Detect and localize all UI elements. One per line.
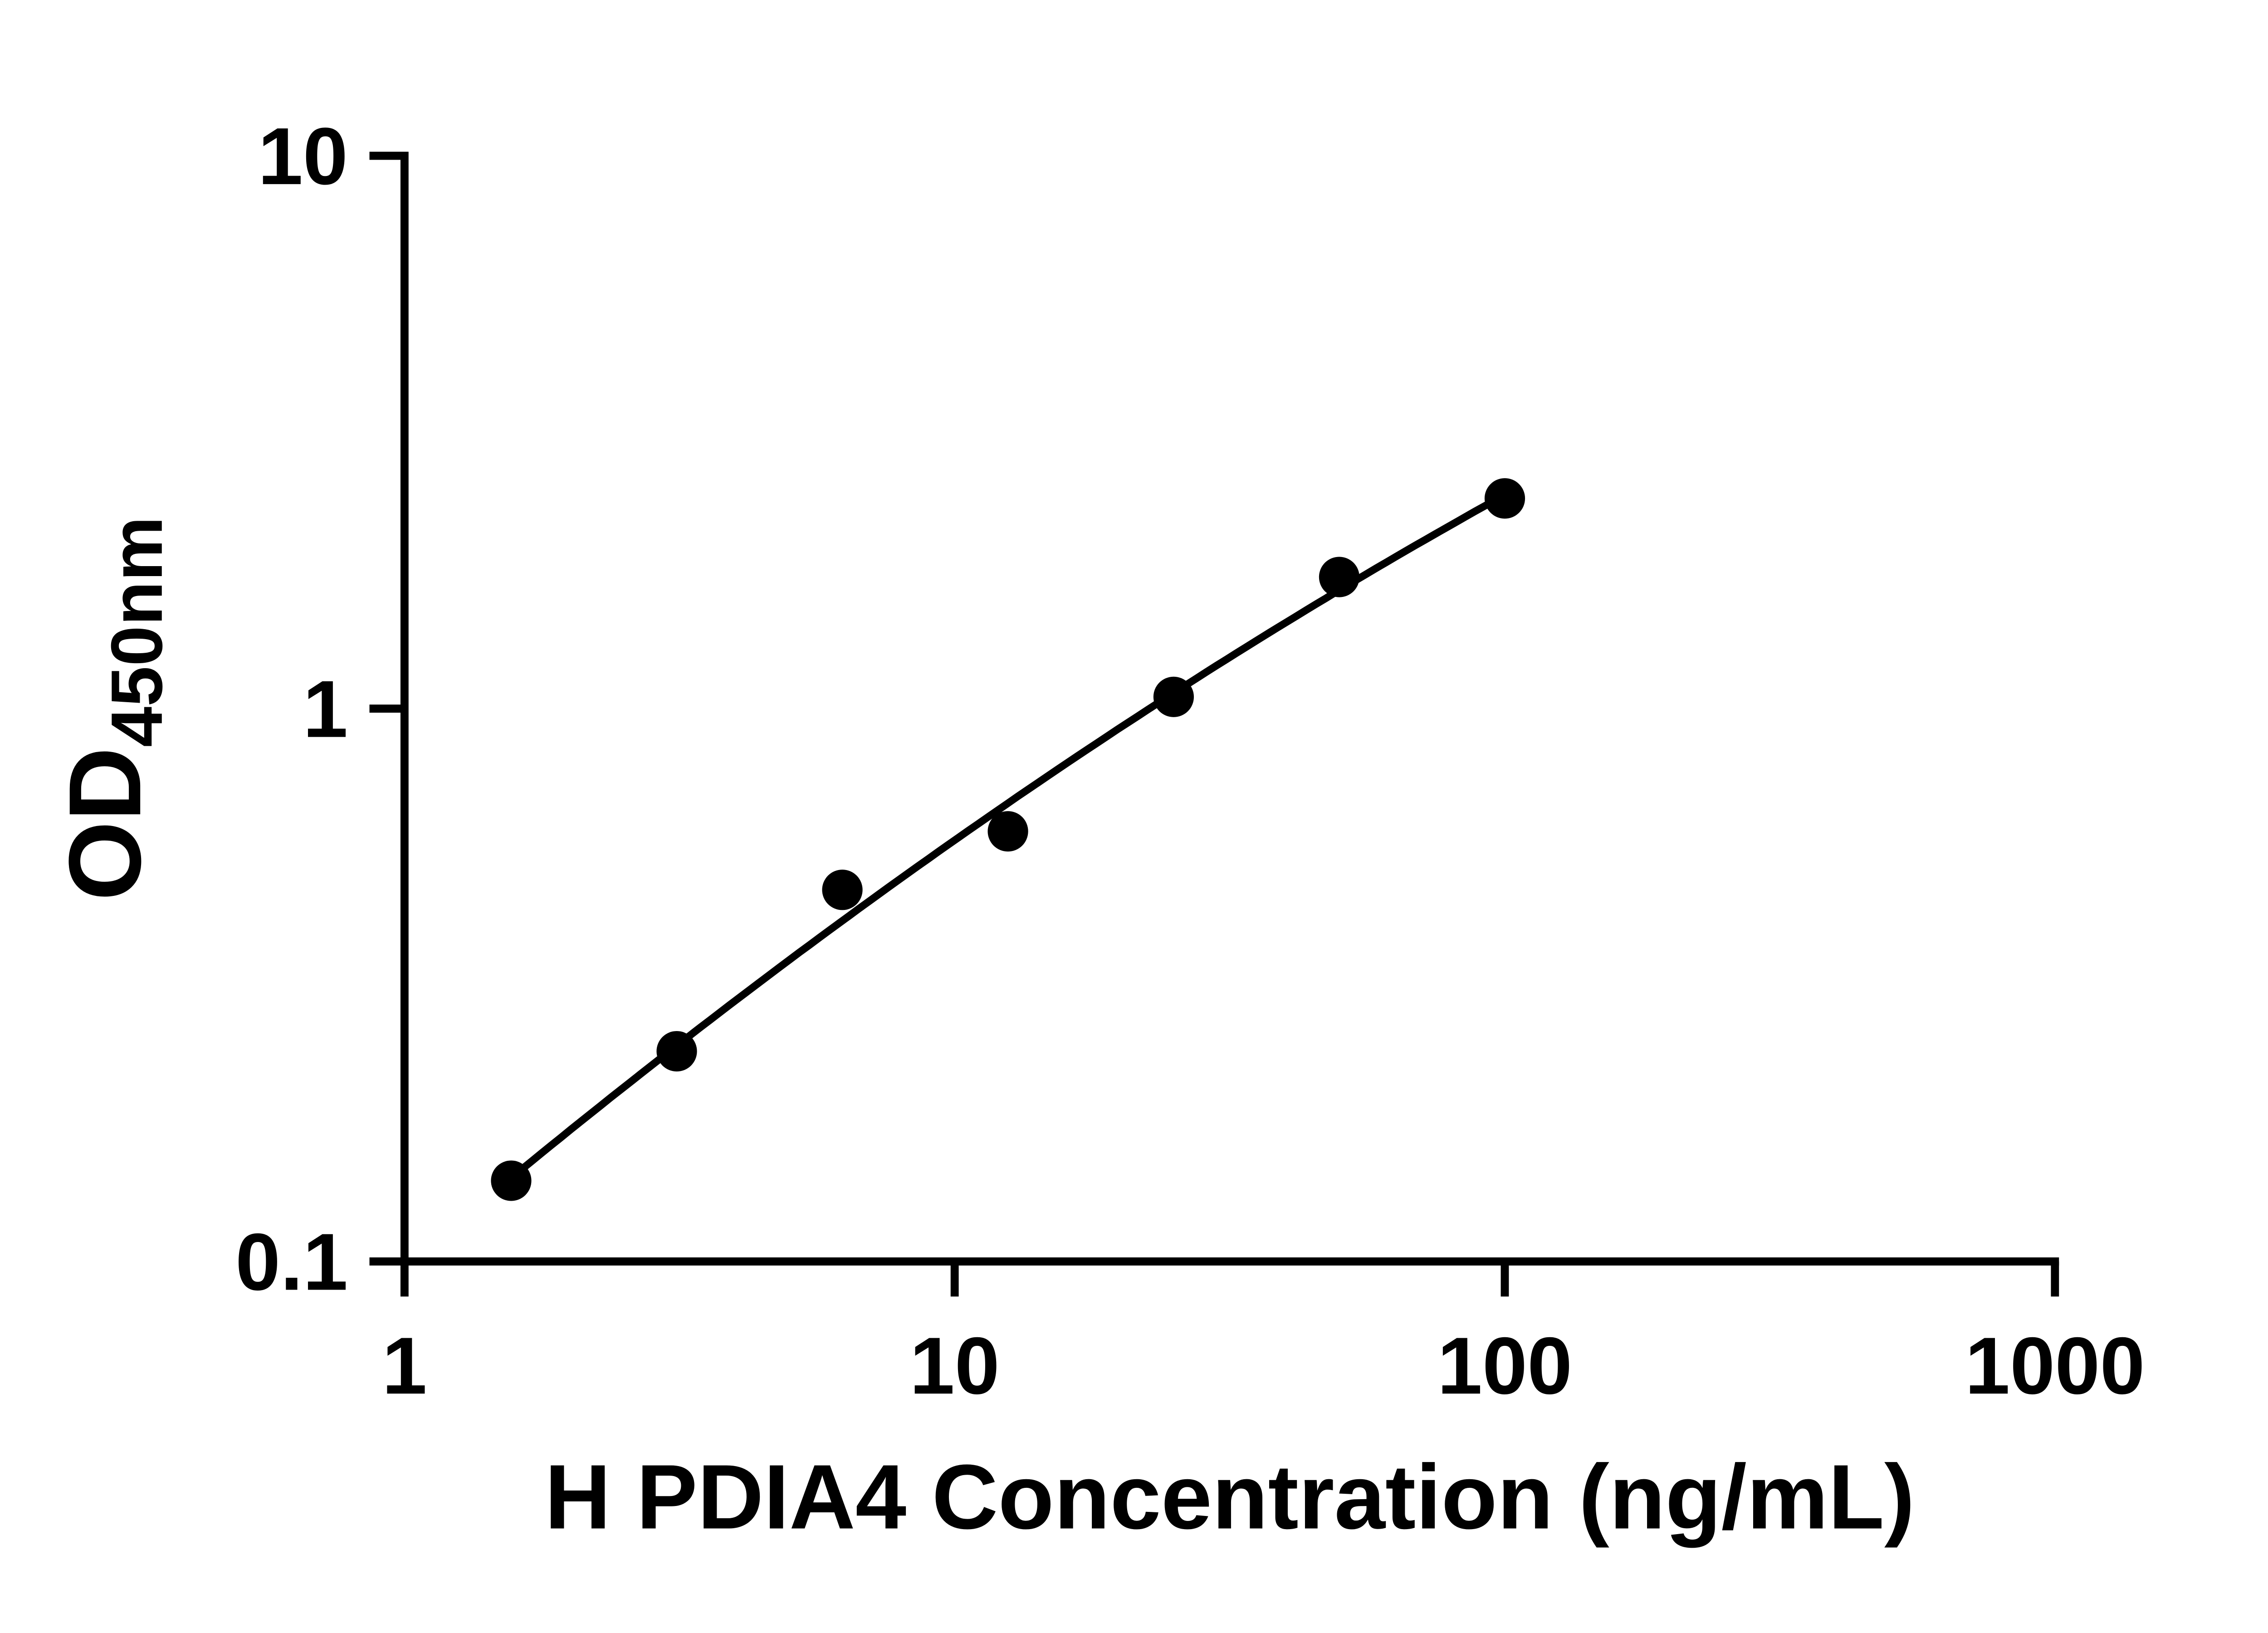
y-tick-label: 0.1	[235, 1217, 348, 1307]
data-point	[491, 1160, 532, 1201]
data-point	[822, 870, 863, 910]
y-tick-label: 1	[303, 664, 348, 754]
data-point	[656, 1031, 697, 1072]
x-tick-label: 1000	[1965, 1320, 2145, 1411]
data-point	[987, 811, 1028, 852]
data-point	[1153, 676, 1194, 717]
data-point	[1484, 478, 1525, 519]
x-tick-label: 10	[909, 1320, 999, 1411]
x-axis-title: H PDIA4 Concentration (ng/mL)	[545, 1446, 1915, 1548]
x-tick-label: 100	[1437, 1320, 1573, 1411]
y-axis-title-main: OD	[47, 747, 162, 901]
y-axis-title-sub: 450nm	[97, 516, 178, 747]
y-axis-title: OD450nm	[47, 516, 178, 900]
data-point	[1319, 557, 1360, 597]
y-tick-label: 10	[258, 111, 348, 201]
x-tick-label: 1	[382, 1320, 427, 1411]
